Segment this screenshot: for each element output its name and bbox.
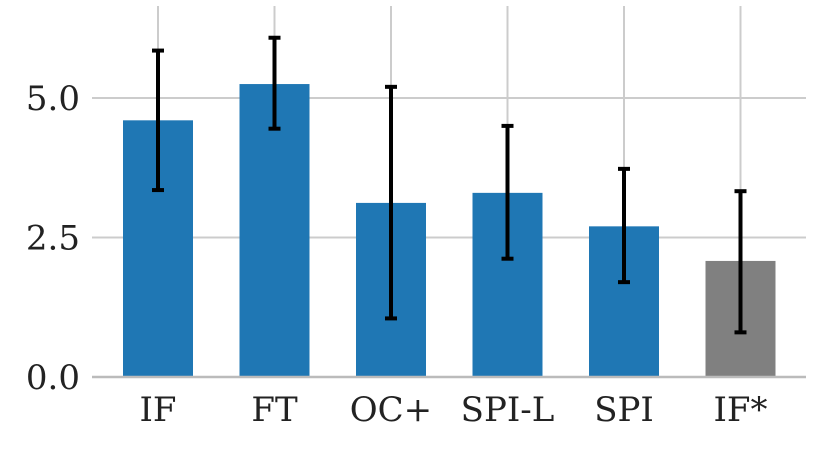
y-tick-label: 5.0 [26, 79, 80, 119]
x-tick-label: IF* [713, 390, 767, 430]
error-bars [152, 35, 747, 335]
x-tick-label: OC+ [350, 390, 432, 430]
axes: 0.0 2.5 5.0 IF FT OC+ SPI-L SPI IF* [26, 79, 806, 430]
bars [123, 84, 776, 378]
y-tick-label: 0.0 [26, 358, 80, 398]
y-tick-label: 2.5 [26, 219, 80, 259]
x-tick-label: IF [139, 390, 176, 430]
bar [239, 84, 310, 378]
x-tick-label: FT [251, 390, 298, 430]
x-tick-label: SPI-L [461, 390, 555, 430]
x-tick-label: SPI [594, 390, 654, 430]
grid-lines [92, 6, 806, 377]
